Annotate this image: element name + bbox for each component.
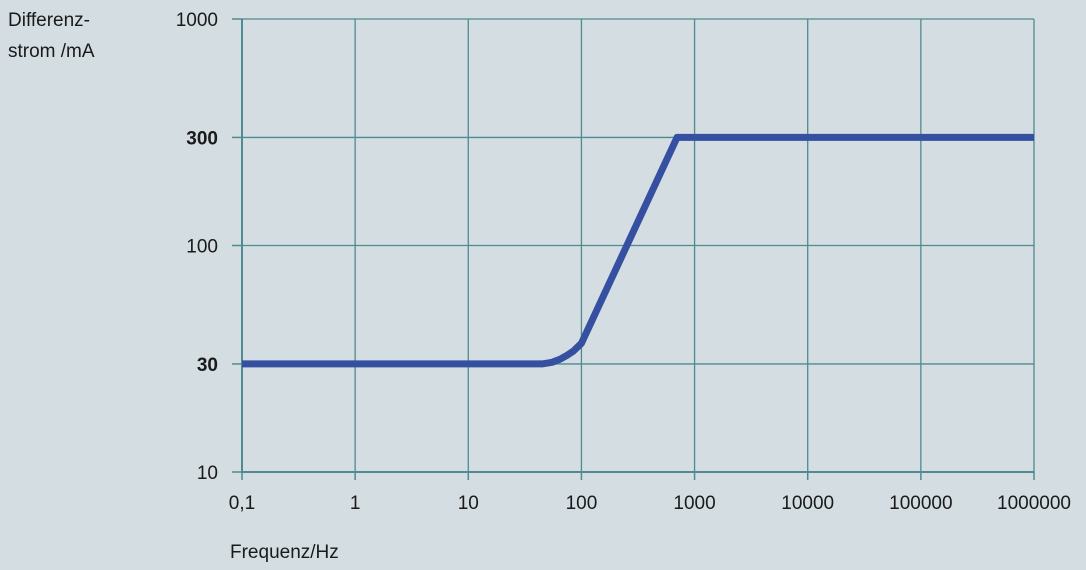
data-series — [242, 133, 1034, 368]
x-axis-title: Frequenz/Hz — [230, 542, 339, 563]
x-tick-labels: 0,1 1 10 100 1000 10000 100000 1000000 — [229, 493, 1071, 514]
x-tick-label: 10 — [458, 493, 479, 514]
x-tick-label: 1 — [350, 493, 361, 514]
y-tick-label: 10 — [197, 463, 218, 484]
x-tick-label: 100000 — [889, 493, 952, 514]
x-tick-label: 10000 — [781, 493, 834, 514]
y-axis-title-line-1: Differenz- — [8, 10, 90, 31]
y-tick-label: 100 — [186, 237, 218, 258]
x-tick-label: 1000 — [673, 493, 715, 514]
grid-lines — [241, 18, 1035, 473]
y-tick-labels: 10 30 100 300 1000 — [176, 10, 218, 484]
y-tick-label: 300 — [186, 128, 218, 149]
axes — [232, 18, 1035, 480]
x-tick-label: 1000000 — [997, 493, 1071, 514]
y-axis-title-line-2: strom /mA — [8, 41, 95, 62]
x-tick-label: 100 — [566, 493, 598, 514]
x-tick-label: 0,1 — [229, 493, 255, 514]
y-tick-label: 30 — [197, 355, 218, 376]
y-tick-label: 1000 — [176, 10, 218, 31]
series-line — [242, 133, 1034, 368]
